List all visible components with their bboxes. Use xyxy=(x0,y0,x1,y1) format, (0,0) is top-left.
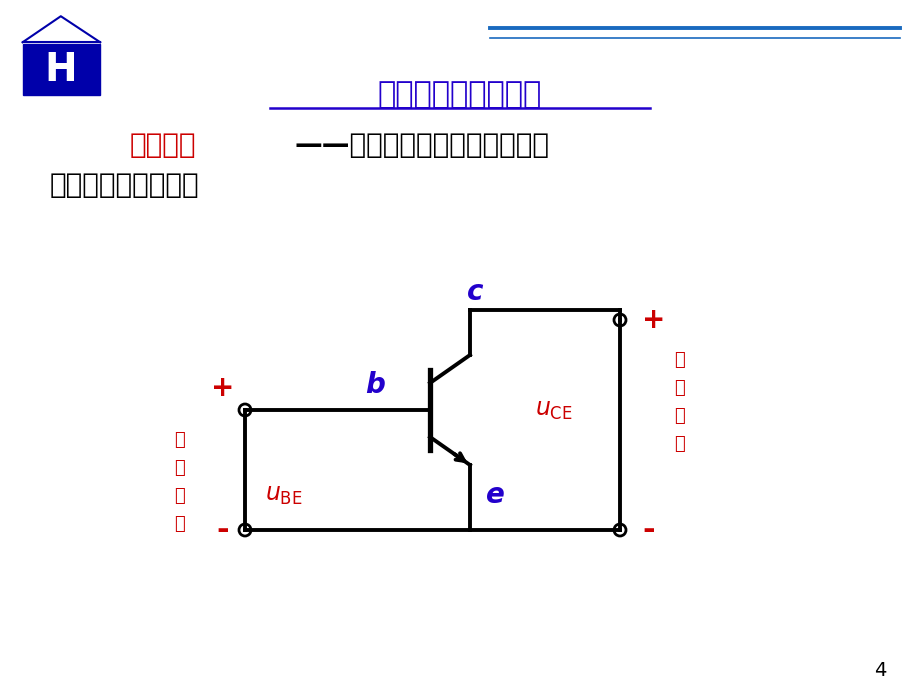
Text: +: + xyxy=(641,306,664,334)
Text: 晶体管组成放大电路: 晶体管组成放大电路 xyxy=(378,81,541,110)
Text: e: e xyxy=(485,481,504,509)
Text: 端: 端 xyxy=(175,487,185,505)
Text: $u_{\mathrm{CE}}$: $u_{\mathrm{CE}}$ xyxy=(535,398,573,422)
Text: 输: 输 xyxy=(175,431,185,449)
Text: 入: 入 xyxy=(175,459,185,477)
Text: 口: 口 xyxy=(175,515,185,533)
Text: 出: 出 xyxy=(674,379,685,397)
FancyBboxPatch shape xyxy=(23,44,100,95)
Text: 放大作用: 放大作用 xyxy=(130,131,197,159)
Text: 需要的较强的数值。: 需要的较强的数值。 xyxy=(50,171,199,199)
Text: c: c xyxy=(466,278,482,306)
Text: -: - xyxy=(217,515,229,544)
Text: b: b xyxy=(365,371,384,399)
Text: 4: 4 xyxy=(873,660,885,680)
Text: H: H xyxy=(44,51,77,89)
Text: -: - xyxy=(641,515,654,544)
Text: 端: 端 xyxy=(674,407,685,425)
Text: $u_{\mathrm{BE}}$: $u_{\mathrm{BE}}$ xyxy=(265,483,302,507)
Text: 输: 输 xyxy=(674,351,685,369)
Text: ——将微弱电信号增强到人们所: ——将微弱电信号增强到人们所 xyxy=(295,131,550,159)
Text: 口: 口 xyxy=(674,435,685,453)
Text: +: + xyxy=(211,374,234,402)
